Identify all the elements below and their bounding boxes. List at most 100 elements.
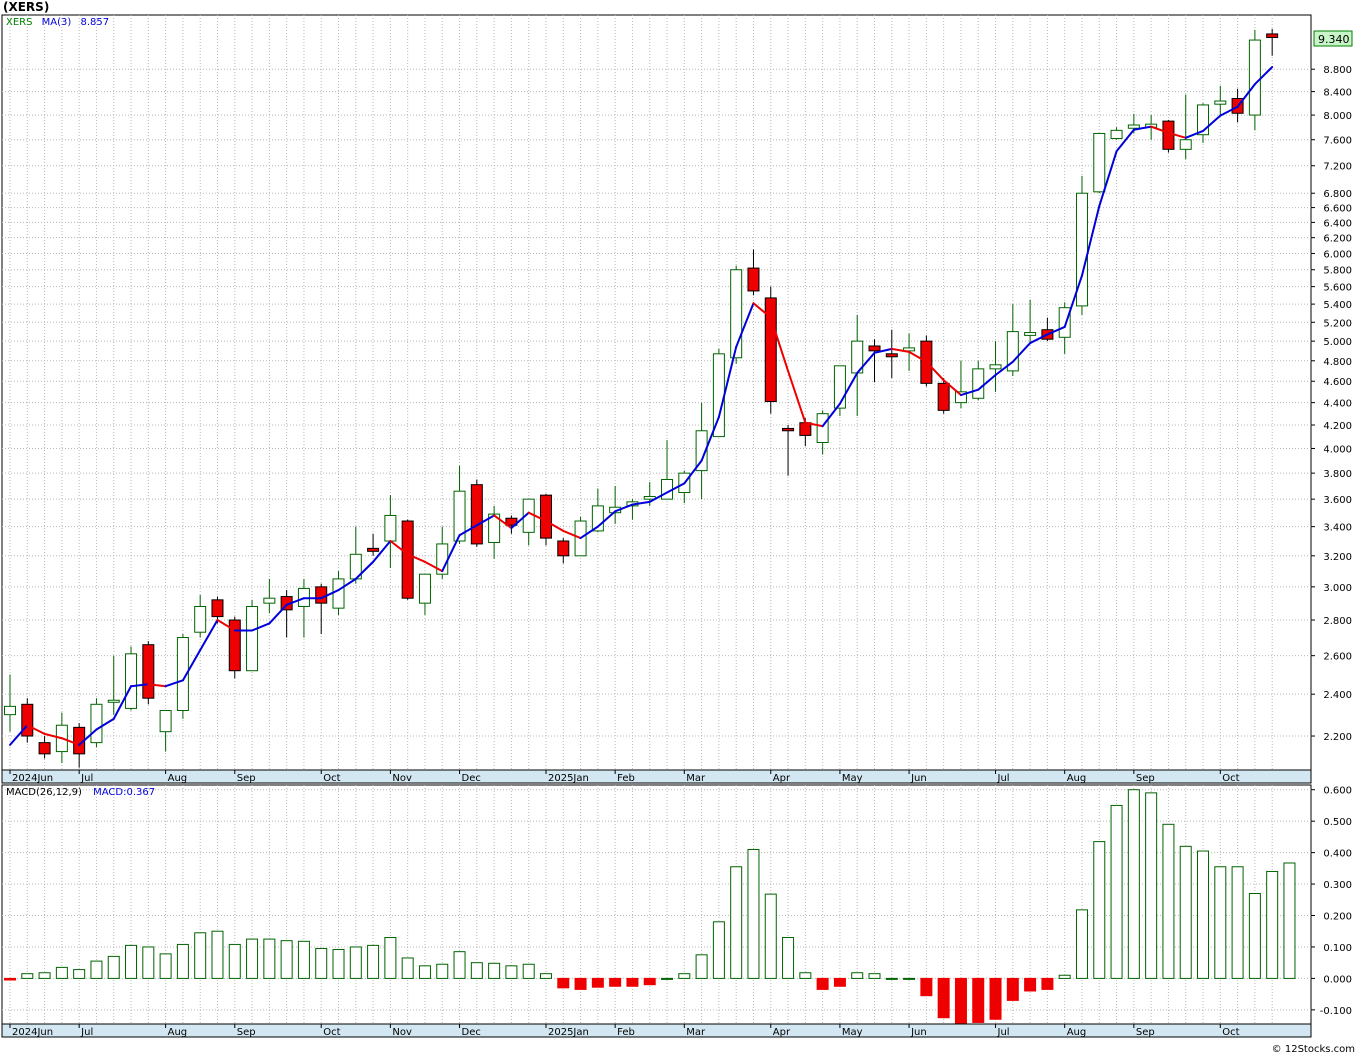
ma-segment [251, 622, 271, 632]
ma-segment [320, 589, 340, 600]
ma-segment [1253, 66, 1274, 86]
price-y-tick-label: 3.000 [1323, 583, 1352, 594]
ma-segment [873, 347, 893, 354]
price-month-label: 2025Jan [548, 773, 589, 784]
ma-segment [354, 560, 375, 580]
price-y-tick-label: 8.800 [1323, 65, 1352, 76]
ma-segment [164, 679, 184, 688]
candle [263, 578, 276, 614]
macd-bar-positive [799, 972, 812, 979]
macd-bar-negative [989, 977, 1002, 1020]
price-y-tick-label: 5.600 [1323, 283, 1352, 294]
macd-bar-positive [38, 972, 51, 979]
candle-body-down [937, 382, 950, 411]
ma-segment [890, 347, 911, 353]
macd-month-label: Jun [910, 1027, 927, 1038]
macd-month-label: Apr [773, 1027, 791, 1038]
candle [1197, 103, 1210, 143]
macd-bar-positive [194, 932, 207, 979]
macd-bar-positive [539, 973, 552, 979]
candle [1075, 175, 1088, 315]
candle-body-up [989, 364, 1002, 370]
macd-bar-positive [297, 940, 310, 979]
candle-body-up [418, 573, 431, 604]
macd-bar-negative [972, 977, 985, 1023]
candle-body-up [332, 578, 345, 609]
candle [989, 341, 1002, 392]
macd-y-axis: -0.100 0.000 0.100 0.200 0.300 0.400 0.500 0.60… [1311, 786, 1352, 1017]
candle-body-down [1266, 33, 1279, 38]
ma-segment [994, 360, 1014, 377]
svg-text:XERS MA(3) 8.857: XERS MA(3) 8.857 [6, 17, 109, 28]
candle-body-down [764, 297, 777, 403]
candle-body-up [661, 479, 674, 500]
macd-bar-positive [73, 969, 86, 979]
candle-body-up [1110, 129, 1123, 139]
candle [505, 515, 518, 534]
ma-segment [856, 351, 876, 374]
last-price-label: 9.340 [1318, 33, 1350, 46]
macd-bar-positive [107, 955, 120, 979]
ma-segment [683, 459, 703, 485]
macd-bar-positive [747, 848, 760, 979]
price-y-tick-label: 2.400 [1323, 690, 1352, 701]
price-y-tick-label: 4.000 [1323, 444, 1352, 455]
candle-body-up [4, 705, 16, 716]
macd-month-label: Sep [237, 1027, 256, 1038]
macd-bar-negative [626, 977, 639, 987]
price-month-label: Sep [237, 773, 256, 784]
macd-bar-positive [1266, 870, 1279, 979]
ma-segment [1029, 333, 1049, 345]
macd-bar-negative [1006, 977, 1019, 1001]
candle-body-up [1006, 331, 1019, 372]
macd-month-label: Aug [1067, 1027, 1087, 1038]
price-y-tick-label: 6.400 [1323, 218, 1352, 229]
candle-body-down [505, 517, 518, 526]
price-y-axis: 2.200 2.400 2.600 2.800 3.000 3.200 3.400 3.600… [1311, 65, 1352, 743]
ma-segment [527, 511, 547, 523]
macd-bar-positive [1058, 974, 1071, 979]
candle [764, 286, 777, 414]
price-month-label: Oct [323, 773, 340, 784]
candle-body-down [228, 619, 241, 672]
candle-body-down [747, 267, 760, 292]
candle [159, 709, 172, 752]
candle [125, 646, 138, 711]
candle-body-up [194, 605, 207, 633]
macd-bar-positive [885, 977, 898, 980]
macd-month-label: Oct [323, 1027, 340, 1038]
macd-bar-positive [436, 963, 449, 979]
candle [142, 641, 155, 705]
macd-month-label: Feb [617, 1027, 635, 1038]
candle [868, 339, 881, 383]
candle-body-down [885, 353, 898, 358]
candle [1179, 94, 1192, 160]
ma-segment [1132, 125, 1153, 131]
macd-bar-positive [1145, 792, 1158, 979]
macd-bar-positive [211, 930, 224, 979]
legend-ma-value: 8.857 [80, 17, 109, 28]
ma-segment [441, 534, 461, 573]
candle [470, 479, 483, 547]
ma-segment [735, 302, 755, 348]
macd-histogram [4, 789, 1296, 1026]
ma-segment [1167, 131, 1187, 139]
candle [954, 360, 967, 409]
ma-segment [769, 316, 790, 372]
macd-y-tick-label: 0.100 [1323, 943, 1352, 954]
macd-y-tick-label: 0.400 [1323, 849, 1352, 860]
ma-segment [925, 360, 945, 382]
ma-segment [147, 683, 167, 688]
candle [747, 249, 760, 296]
candle-body-up [90, 703, 103, 744]
macd-month-label: 2024Jun [12, 1027, 53, 1038]
ma-segment [372, 540, 392, 563]
price-y-tick-label: 3.200 [1323, 552, 1352, 563]
macd-bar-positive [712, 921, 725, 979]
ma-segment [510, 511, 530, 530]
ma-segment [1098, 150, 1118, 208]
candle [194, 594, 207, 638]
macd-month-label: Jul [997, 1027, 1010, 1038]
macd-bar-negative [643, 977, 656, 986]
candle [937, 378, 950, 414]
